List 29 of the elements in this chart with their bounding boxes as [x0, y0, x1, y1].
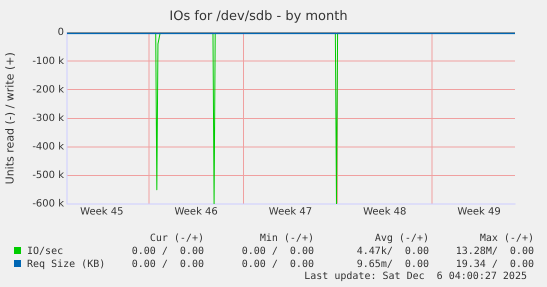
legend-label: IO/sec [27, 246, 64, 257]
y-tick-label: -400 k [32, 141, 64, 152]
text: Cur (-/+) [150, 232, 204, 245]
y-tick-label: -300 k [32, 112, 64, 124]
x-tick-label: Week 45 [80, 206, 124, 218]
text: 9.65m/ 0.00 [356, 258, 429, 271]
x-tick-label: Week 49 [457, 206, 501, 218]
text: 0.00 / 0.00 [242, 245, 314, 258]
text: 0.00 / 0.00 [242, 258, 314, 271]
text: 13.28M/ 0.00 [456, 245, 534, 258]
text: 0.00 / 0.00 [132, 245, 204, 258]
x-tick-label: Week 48 [363, 206, 406, 218]
text: Min (-/+) [260, 232, 314, 245]
text: Last update: Sat Dec 6 04:00:27 2025 [304, 271, 527, 282]
text: Max (-/+) [480, 232, 534, 245]
legend-label: Req Size (KB) [27, 259, 106, 270]
y-axis-title: Units read (-) / write (+) [3, 52, 16, 184]
x-tick-label: Week 47 [268, 206, 312, 218]
text: Avg (-/+) [374, 232, 429, 245]
chart-title: IOs for /dev/sdb - by month [169, 9, 348, 24]
x-tick-label: Week 46 [174, 206, 218, 218]
text: 0.00 / 0.00 [132, 258, 204, 271]
y-tick-label: -600 k [32, 198, 64, 210]
y-tick-label: -100 k [32, 56, 64, 67]
y-tick-label: 0 [58, 27, 64, 38]
text: 19.34 / 0.00 [456, 258, 534, 271]
y-tick-label: -200 k [32, 84, 64, 96]
text: 4.47k/ 0.00 [356, 245, 429, 258]
y-tick-label: -500 k [32, 170, 64, 182]
